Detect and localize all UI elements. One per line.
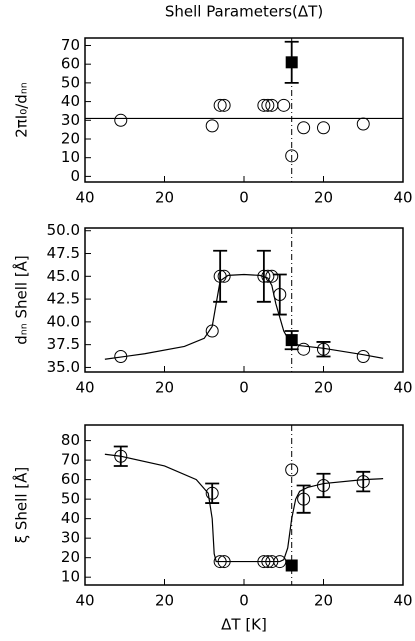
data-point <box>297 121 311 135</box>
data-point <box>205 486 219 500</box>
y-tick-label: 42.5 <box>47 290 80 308</box>
x-tick-label: 0 <box>239 592 249 610</box>
x-tick-label: 20 <box>314 592 333 610</box>
y-tick-label: 80 <box>61 431 80 449</box>
data-point <box>257 269 271 283</box>
chart-title: Shell Parameters(ΔT) <box>165 3 323 21</box>
y-tick-label: 30 <box>61 111 80 129</box>
data-point <box>265 269 279 283</box>
y-tick-label: 70 <box>61 451 80 469</box>
data-point <box>285 56 298 69</box>
error-bar <box>316 341 331 358</box>
error-bar <box>256 249 271 303</box>
data-point <box>356 350 370 364</box>
x-tick-label: 40 <box>393 189 412 207</box>
y-tick-label: 30 <box>61 529 80 547</box>
y-tick-label: 40.0 <box>47 312 80 330</box>
x-tick-label: 20 <box>155 379 174 397</box>
fit-line <box>104 273 384 360</box>
data-point <box>356 475 370 489</box>
y-tick-label: 10 <box>61 568 80 586</box>
data-point <box>317 478 330 492</box>
y-tick-label: 47.5 <box>47 244 80 262</box>
data-point <box>217 555 231 569</box>
x-tick-label: 40 <box>75 189 94 207</box>
y-axis-label: ξ Shell [Å] <box>12 467 31 543</box>
data-point <box>217 98 231 112</box>
x-axis-label: ΔT [K] <box>221 616 267 634</box>
data-point <box>257 555 271 569</box>
data-point <box>356 117 370 131</box>
data-point <box>261 269 275 283</box>
y-tick-label: 37.5 <box>47 335 80 353</box>
y-tick-label: 60 <box>61 470 80 488</box>
data-point <box>114 449 128 463</box>
data-point <box>205 324 219 338</box>
data-point <box>285 559 298 572</box>
y-tick-label: 45.0 <box>47 267 80 285</box>
data-point <box>317 121 330 135</box>
y-tick-label: 50.0 <box>47 221 80 239</box>
x-tick-label: 0 <box>239 379 249 397</box>
y-tick-label: 20 <box>61 548 80 566</box>
fit-line <box>104 453 384 563</box>
data-point <box>285 334 298 347</box>
y-tick-label: 10 <box>61 148 80 166</box>
data-point <box>213 555 227 569</box>
error-bar <box>356 470 371 493</box>
plot-frame <box>84 37 404 183</box>
data-point <box>273 288 287 302</box>
x-tick-label: 20 <box>314 379 333 397</box>
y-tick-label: 35.0 <box>47 358 80 376</box>
x-tick-label: 40 <box>393 379 412 397</box>
x-tick-label: 40 <box>393 592 412 610</box>
y-tick-label: 0 <box>70 167 80 185</box>
error-bar <box>296 484 311 514</box>
plot-frame <box>84 227 404 373</box>
data-point <box>257 98 271 112</box>
data-point <box>213 269 227 283</box>
y-tick-label: 50 <box>61 490 80 508</box>
data-point <box>317 342 330 356</box>
y-tick-label: 20 <box>61 129 80 147</box>
data-point <box>265 555 279 569</box>
x-tick-label: 0 <box>239 189 249 207</box>
data-point <box>213 98 227 112</box>
y-tick-label: 40 <box>61 509 80 527</box>
data-point <box>285 149 299 163</box>
data-point <box>205 119 219 133</box>
y-tick-label: 70 <box>61 36 80 54</box>
error-bar <box>316 472 331 499</box>
data-point <box>114 113 128 127</box>
y-axis-label: dₙₙ Shell [Å] <box>12 255 31 345</box>
x-tick-label: 20 <box>155 189 174 207</box>
data-point <box>285 463 299 477</box>
data-point <box>297 342 311 356</box>
x-tick-label: 40 <box>75 592 94 610</box>
error-bar <box>113 445 128 467</box>
data-point <box>114 350 128 364</box>
y-tick-label: 40 <box>61 92 80 110</box>
data-point <box>261 98 275 112</box>
data-point <box>297 492 311 506</box>
data-point <box>217 269 231 283</box>
error-bar <box>272 273 287 316</box>
data-point <box>277 98 291 112</box>
y-axis-label: 2πI₀/dₙₙ <box>13 82 31 138</box>
x-tick-label: 20 <box>314 189 333 207</box>
x-tick-label: 40 <box>75 379 94 397</box>
y-tick-label: 50 <box>61 73 80 91</box>
error-bar <box>205 482 220 504</box>
y-tick-label: 60 <box>61 55 80 73</box>
x-tick-label: 20 <box>155 592 174 610</box>
error-bar <box>213 249 228 303</box>
